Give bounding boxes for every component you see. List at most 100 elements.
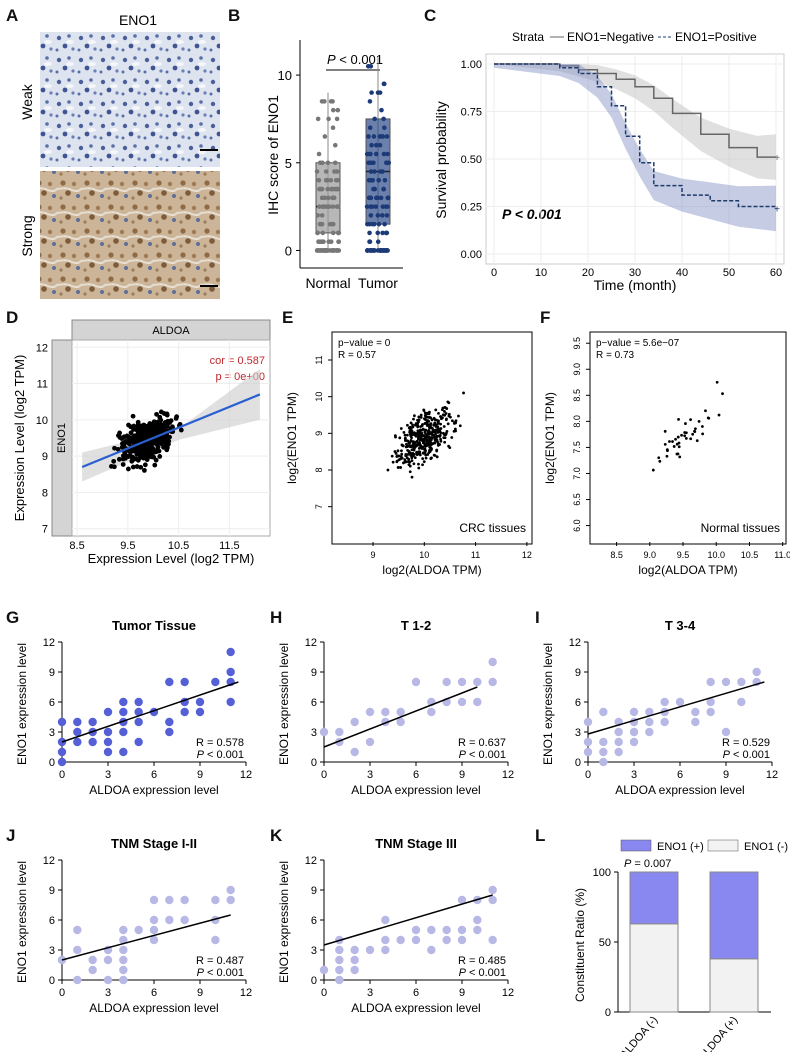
f-point [697, 419, 701, 423]
d-point [117, 434, 123, 440]
j-ylabel: ENO1 expression level [15, 861, 29, 983]
j-point [165, 915, 174, 925]
k-point [442, 935, 451, 945]
j-p-rest: < 0.001 [204, 967, 244, 979]
f-plot-area [589, 331, 787, 545]
b-point [365, 64, 371, 69]
b-point [369, 142, 374, 148]
i-point [614, 727, 623, 737]
panel-g: Tumor Tissue 0 0 3 3 6 6 9 9 12 12 ENO1 expression … [10, 612, 265, 822]
d-point [155, 444, 161, 450]
g-point [211, 677, 220, 687]
b-point [368, 169, 374, 174]
b-point [365, 248, 370, 253]
b-point [381, 81, 387, 87]
e-point [407, 449, 411, 453]
g-point [119, 747, 128, 757]
f-point [677, 441, 681, 445]
e-point [443, 410, 446, 413]
b-point [384, 213, 390, 218]
g-point [73, 727, 82, 737]
e-point [446, 422, 450, 426]
b-point [384, 230, 390, 236]
e-point [395, 460, 399, 464]
j-point [180, 895, 189, 905]
j-point [165, 895, 174, 905]
d-point [128, 424, 134, 430]
b-point [367, 99, 373, 104]
b-point [382, 178, 388, 183]
b-point [334, 116, 340, 122]
d-point [178, 427, 184, 433]
e-point [462, 391, 465, 395]
e-point [429, 438, 433, 442]
c-legend-neg: ENO1=Negative [567, 30, 654, 44]
f-point [695, 439, 699, 443]
e-point [426, 419, 430, 422]
b-point [316, 151, 322, 157]
d-point [128, 430, 134, 436]
g-point [134, 717, 143, 727]
b-point [330, 99, 335, 104]
g-xtick-label: 12 [240, 769, 252, 781]
d-point [120, 441, 125, 446]
e-point [452, 421, 456, 425]
g-point [165, 727, 174, 737]
b-point [327, 221, 333, 227]
e-point [437, 442, 440, 446]
e-point [436, 422, 440, 425]
c-strata-label: Strata [512, 30, 544, 44]
b-point [330, 107, 336, 113]
e-point [408, 460, 412, 464]
e-xtick-label: 11 [471, 550, 480, 560]
e-point [437, 411, 440, 415]
b-point [367, 195, 373, 201]
i-xtick-label: 3 [631, 769, 637, 781]
f-xtick-label: 10.5 [741, 550, 759, 560]
k-ytick-label: 0 [311, 975, 317, 987]
h-point [473, 677, 482, 687]
e-point [442, 431, 445, 435]
g-point [57, 717, 67, 727]
e-point [432, 441, 436, 445]
b-point [367, 125, 373, 130]
e-point [427, 430, 431, 433]
d-point [145, 424, 150, 429]
h-point [411, 677, 421, 687]
e-point [405, 460, 408, 464]
f-ytick-label: 6.5 [572, 493, 582, 506]
strong-label: Strong [19, 215, 35, 256]
e-ytick-label: 10 [314, 392, 324, 402]
e-point [407, 426, 411, 430]
e-point [434, 432, 437, 436]
b-point [385, 248, 390, 253]
i-point [583, 747, 593, 757]
f-point [684, 436, 688, 440]
f-xtick-label: 9.5 [677, 550, 690, 560]
e-point [420, 434, 424, 437]
k-point [396, 935, 405, 945]
e-point [439, 431, 443, 435]
k-xtick-label: 9 [459, 987, 465, 999]
i-point [721, 727, 731, 737]
b-point [366, 160, 371, 166]
i-p-italic: P [723, 749, 731, 761]
e-point [402, 430, 406, 434]
h-point [381, 707, 390, 717]
e-point [416, 425, 420, 429]
e-point [419, 425, 422, 429]
d-ylabel: Expression Level (log2 TPM) [12, 355, 27, 522]
e-point [429, 423, 432, 427]
b-point [365, 221, 370, 227]
b-point [322, 134, 328, 139]
h-point [473, 697, 482, 707]
e-r: R = 0.57 [338, 350, 377, 361]
e-point [424, 453, 428, 457]
panel-label-c: C [424, 6, 437, 25]
panel-c: Strata ENO1=Negative ENO1=Positive Survi… [424, 10, 790, 300]
h-p: P < 0.001 [459, 749, 506, 761]
f-point [721, 392, 724, 396]
b-point [336, 239, 341, 244]
d-point [144, 457, 150, 463]
k-xlabel: ALDOA expression level [351, 1001, 480, 1015]
